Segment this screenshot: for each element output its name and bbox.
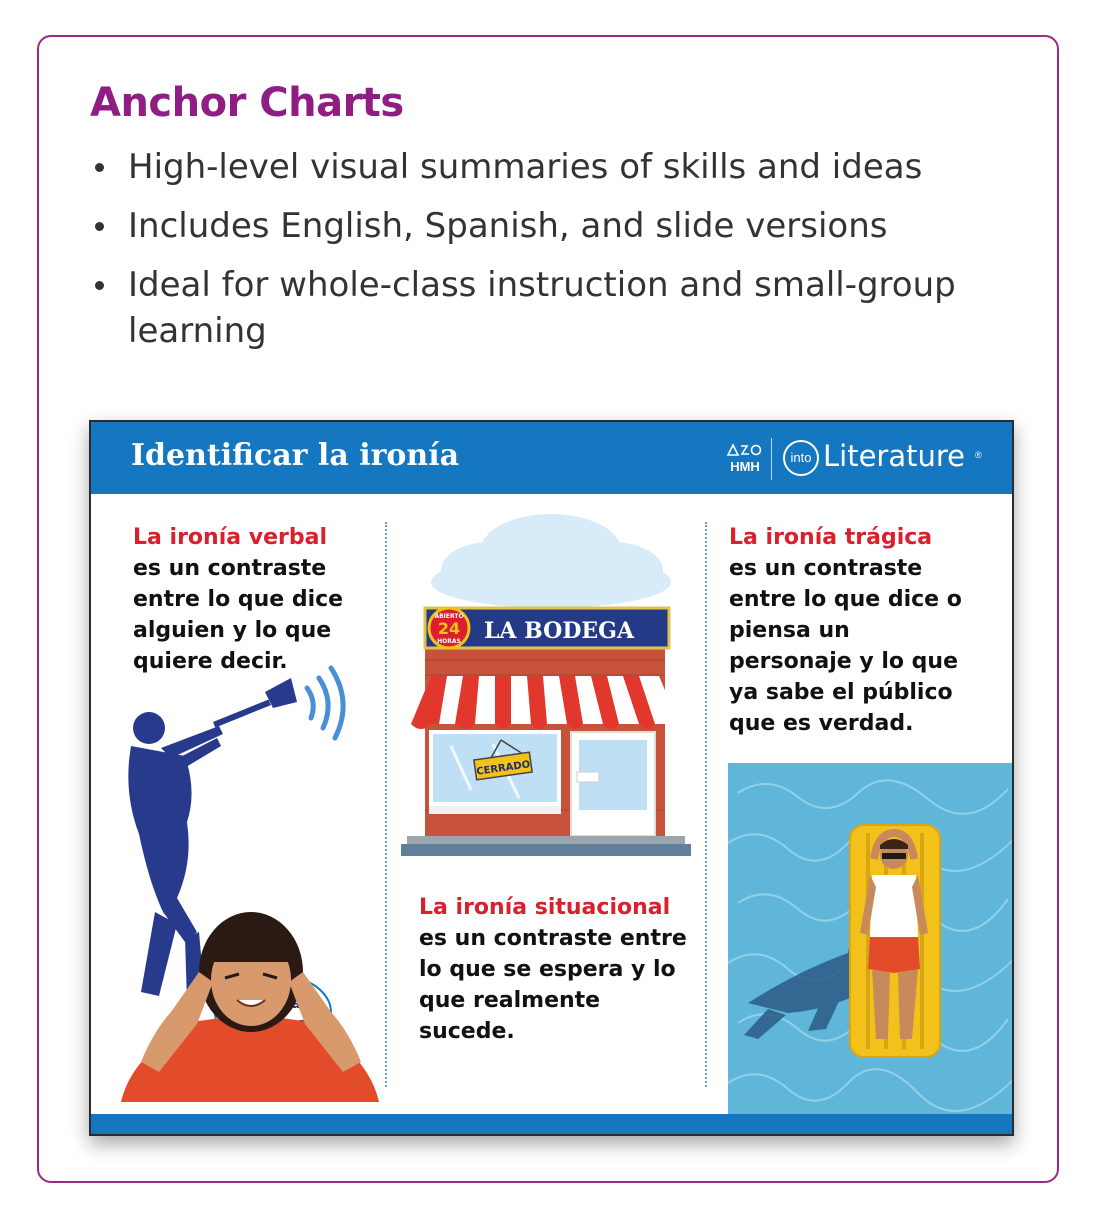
registered-mark: ® xyxy=(975,450,982,460)
verbal-irony-text: La ironía verbal es un contraste entre l… xyxy=(133,522,373,677)
literature-wordmark: Literature xyxy=(823,439,965,473)
open-24-hours-badge xyxy=(427,606,471,650)
store-name-text: LA BODEGA xyxy=(484,618,635,644)
situational-irony-illustration: ABIERTO 24 HORAS LA BODEGA xyxy=(401,514,691,856)
anchor-chart-slide: Identificar la ironía HMH into Literatur… xyxy=(89,420,1014,1136)
sound-waves-icon xyxy=(304,665,346,741)
hmh-logo: HMH xyxy=(725,441,765,477)
feature-item-summaries: High-level visual summaries of skills an… xyxy=(90,144,1030,190)
slide-footer-bar xyxy=(91,1114,1012,1134)
woman-covering-ears-icon xyxy=(121,912,379,1102)
hmh-mark-icon xyxy=(726,443,762,456)
slide-banner: Identificar la ironía HMH into Literatur… xyxy=(91,422,1012,494)
verbal-irony-illustration: ¡Suena fenomenal! xyxy=(121,665,379,1102)
cloud-icon xyxy=(431,514,671,608)
hmh-wordmark: HMH xyxy=(730,459,760,474)
situational-irony-text: La ironía situacional es un contraste en… xyxy=(419,892,689,1047)
badge-number-text: 24 xyxy=(438,619,460,638)
tragic-irony-illustration xyxy=(728,763,1012,1116)
column-divider-right xyxy=(705,522,707,1087)
page-title: Anchor Charts xyxy=(90,80,404,126)
feature-item-versions: Includes English, Spanish, and slide ver… xyxy=(90,203,1030,249)
badge-bottom-text: HORAS xyxy=(437,638,461,645)
tragic-irony-heading: La ironía trágica xyxy=(729,525,933,550)
feature-list: High-level visual summaries of skills an… xyxy=(90,144,1030,367)
column-divider-left xyxy=(385,522,387,1087)
situational-irony-definition: es un contraste entre lo que se espera y… xyxy=(419,926,687,1044)
into-logo-circle: into xyxy=(783,440,819,476)
slide-title: Identificar la ironía xyxy=(131,438,460,473)
situational-irony-heading: La ironía situacional xyxy=(419,895,671,920)
tragic-irony-definition: es un contraste entre lo que dice o pien… xyxy=(729,556,962,736)
badge-top-text: ABIERTO xyxy=(434,613,463,620)
closed-sign xyxy=(473,751,533,781)
trumpet-icon xyxy=(213,678,297,728)
tragic-irony-text: La ironía trágica es un contraste entre … xyxy=(729,522,975,739)
man-on-float-icon xyxy=(860,828,928,1039)
verbal-irony-definition: es un contraste entre lo que dice alguie… xyxy=(133,556,344,674)
logo-divider xyxy=(771,438,772,480)
trumpet-player-icon xyxy=(128,712,223,1002)
verbal-irony-heading: La ironía verbal xyxy=(133,525,327,550)
feature-item-instruction: Ideal for whole-class instruction and sm… xyxy=(90,262,1030,354)
store-building-icon: ABIERTO 24 HORAS LA BODEGA xyxy=(401,606,691,856)
